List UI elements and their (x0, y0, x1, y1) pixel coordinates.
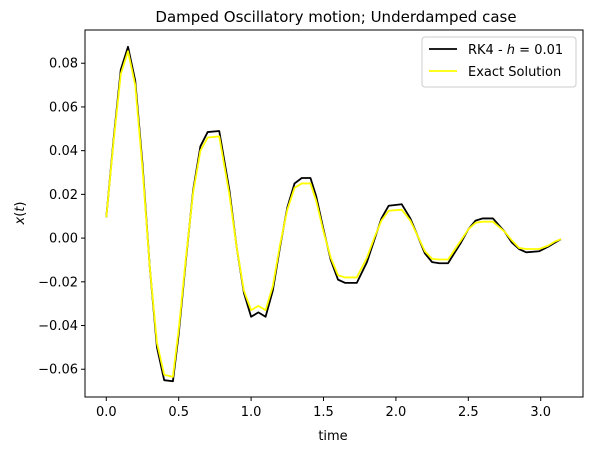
y-axis-label-open: ( (13, 212, 28, 217)
y-axis-label-close: ) (13, 202, 28, 207)
y-axis-label: x(t) (13, 202, 28, 226)
x-tick-label: 3.0 (530, 405, 551, 420)
legend-rk4-prefix: RK4 - (468, 43, 507, 58)
y-tick-label: −0.04 (38, 319, 78, 334)
y-axis-ticks: −0.06 −0.04 −0.02 0.00 0.02 0.04 0.06 0.08 (38, 57, 85, 378)
y-tick-label: 0.00 (49, 232, 78, 247)
legend-rk4-h: h (507, 43, 515, 58)
plot-frame (84, 29, 584, 398)
y-tick-label: −0.02 (38, 275, 78, 290)
x-tick-label: 0.5 (168, 405, 189, 420)
x-axis-ticks: 0.0 0.5 1.0 1.5 2.0 2.5 3.0 (96, 397, 551, 420)
x-tick-label: 2.0 (386, 405, 407, 420)
series-line-exact (105, 50, 562, 378)
legend-label-exact: Exact Solution (468, 65, 561, 80)
y-tick-label: 0.08 (49, 57, 78, 72)
x-tick-label: 1.0 (241, 405, 262, 420)
legend-rk4-suffix: = 0.01 (515, 43, 563, 58)
x-tick-label: 1.5 (313, 405, 334, 420)
x-axis-label: time (318, 429, 347, 444)
legend: RK4 - h = 0.01 Exact Solution (421, 36, 577, 88)
y-axis-label-arg: t (13, 206, 28, 212)
legend-box (421, 36, 577, 88)
y-tick-label: 0.06 (49, 100, 78, 115)
chart-title: Damped Oscillatory motion; Underdamped c… (155, 8, 516, 26)
y-tick-label: −0.06 (38, 363, 78, 378)
plot-lines (105, 45, 562, 383)
y-tick-label: 0.02 (49, 188, 78, 203)
x-tick-label: 0.0 (96, 405, 117, 420)
legend-label-rk4: RK4 - h = 0.01 (468, 43, 563, 58)
y-axis-label-var: x (13, 216, 28, 225)
x-tick-label: 2.5 (458, 405, 479, 420)
y-tick-label: 0.04 (49, 144, 78, 159)
